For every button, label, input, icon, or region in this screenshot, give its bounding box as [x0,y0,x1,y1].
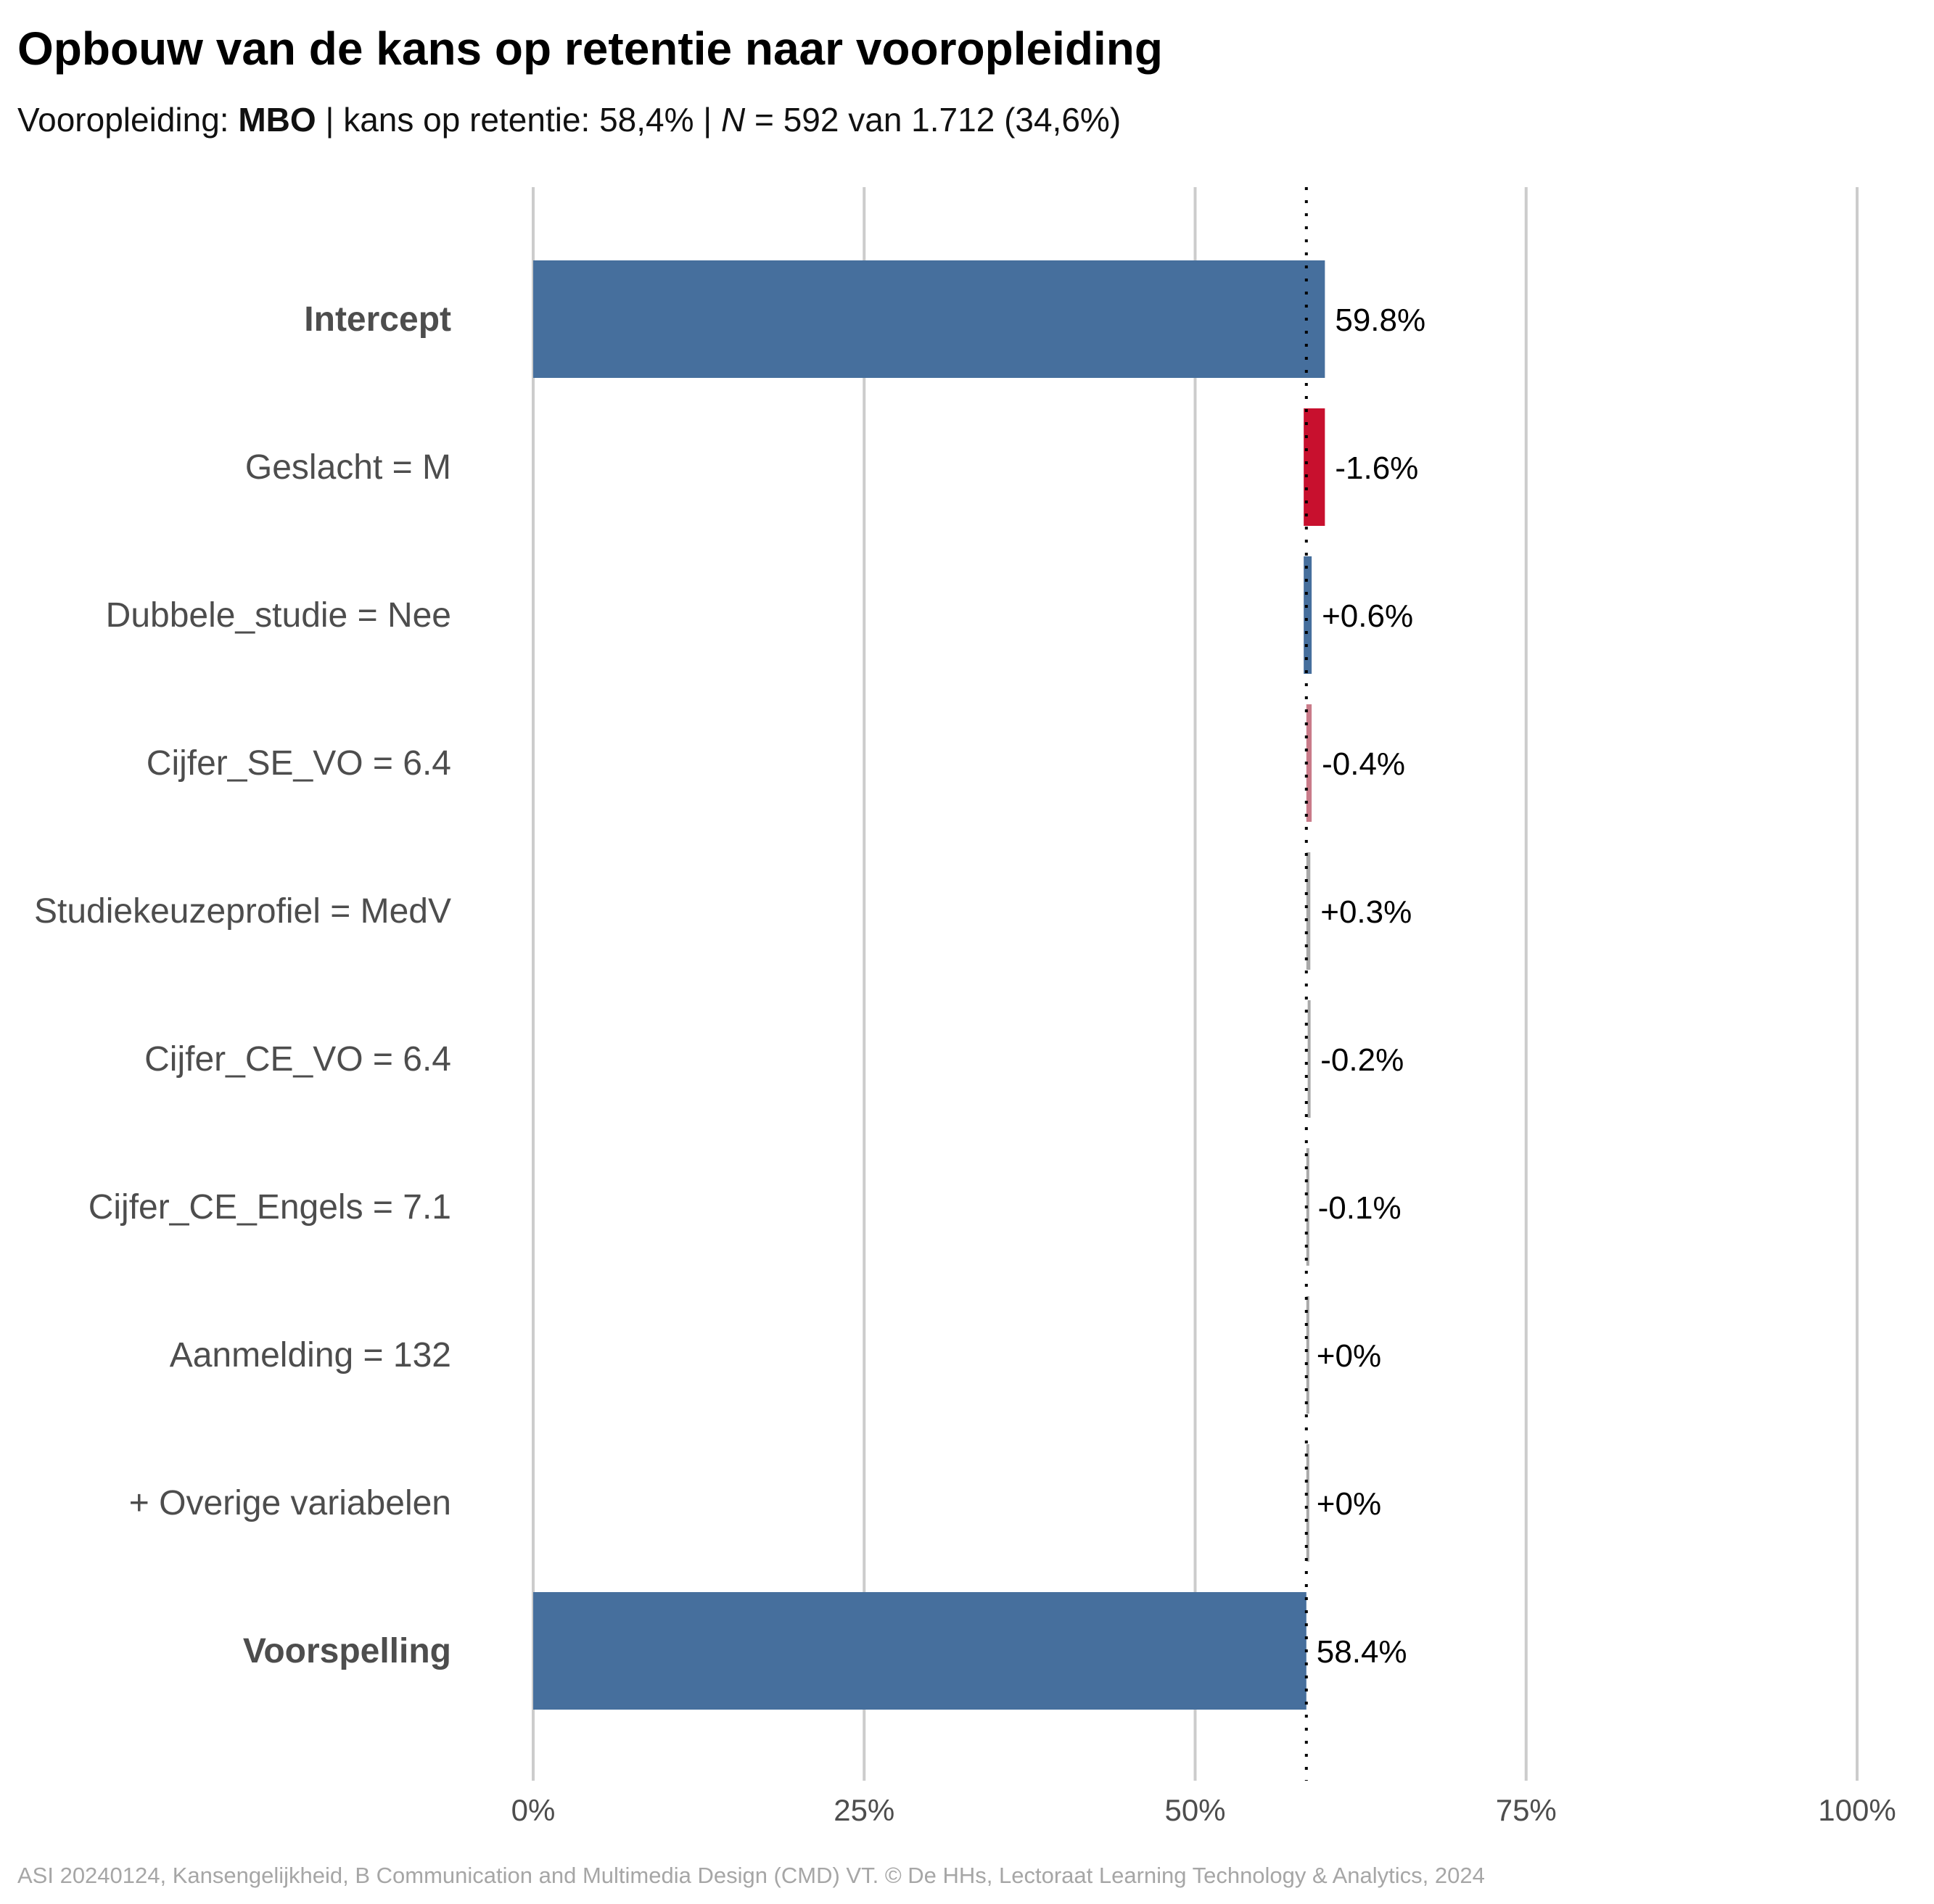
category-label: Cijfer_CE_Engels = 7.1 [89,1188,451,1227]
x-tick-label: 50% [1164,1793,1225,1827]
category-label: Cijfer_SE_VO = 6.4 [147,744,451,783]
waterfall-bar [1307,1000,1311,1118]
x-tick-label: 0% [511,1793,556,1827]
value-label: -1.6% [1335,450,1418,486]
value-label: 58.4% [1317,1634,1407,1670]
category-label: Studiekeuzeprofiel = MedV [34,892,451,931]
waterfall-bar [1306,1444,1309,1562]
value-label: -0.1% [1318,1190,1402,1226]
chart-title: Opbouw van de kans op retentie naar voor… [17,22,1163,75]
waterfall-bar [1306,704,1312,822]
subtitle-probability: 58,4% [599,101,694,139]
subtitle-sep2: | [694,101,722,139]
chart-caption: ASI 20240124, Kansengelijkheid, B Commun… [17,1863,1485,1888]
category-label: + Overige variabelen [129,1484,451,1522]
value-label: +0% [1317,1486,1381,1522]
subtitle-prefix: Vooropleiding: [17,101,239,139]
value-label: +0% [1317,1338,1381,1374]
value-label: -0.4% [1322,746,1405,782]
category-label: Geslacht = M [245,448,451,487]
subtitle-group: MBO [238,101,316,139]
waterfall-bar [533,1592,1307,1710]
x-tick-label: 75% [1496,1793,1557,1827]
subtitle-n-text: = 592 van 1.712 (34,6%) [745,101,1122,139]
x-tick-label: 100% [1818,1793,1896,1827]
subtitle-n-label: N [721,101,746,139]
category-label: Dubbele_studie = Nee [106,596,451,635]
waterfall-bar [1306,1296,1309,1414]
waterfall-bar [533,260,1325,378]
value-label: -0.2% [1320,1042,1404,1078]
waterfall-chart: 0% 25% 50% 75% 100% Intercept 59.8% Geslacht = … [34,187,1896,1827]
waterfall-bar [1304,408,1325,526]
subtitle-sep1: | kans op retentie: [316,101,600,139]
chart-subtitle: Vooropleiding: MBO | kans op retentie: 5… [17,100,1121,139]
category-label: Cijfer_CE_VO = 6.4 [144,1040,451,1079]
value-label: +0.3% [1320,894,1412,930]
waterfall-bar [1306,852,1311,970]
x-tick-label: 25% [834,1793,894,1827]
waterfall-bar [1304,556,1312,674]
category-label: Intercept [304,300,451,339]
category-label: Aanmelding = 132 [170,1336,451,1375]
category-label: Voorspelling [243,1632,451,1670]
value-label: 59.8% [1335,302,1425,338]
value-label: +0.6% [1322,598,1413,634]
